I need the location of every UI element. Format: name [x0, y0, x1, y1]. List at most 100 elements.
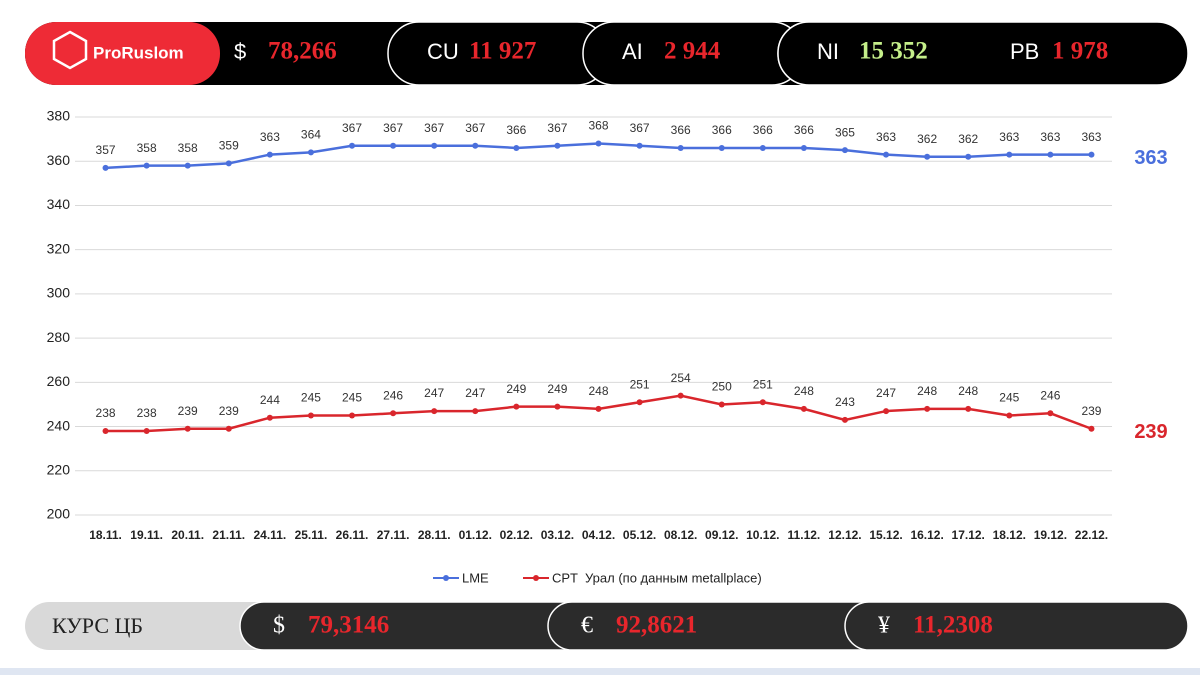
data-label: 363	[1040, 130, 1060, 144]
data-label: 243	[835, 395, 855, 409]
x-tick-label: 08.12.	[664, 528, 697, 542]
data-label: 359	[219, 139, 239, 153]
ticker-label: NI	[817, 39, 839, 64]
data-point	[513, 144, 520, 151]
data-label: 248	[917, 384, 937, 398]
x-tick-label: 12.12.	[828, 528, 861, 542]
rate-label: €	[581, 613, 593, 639]
data-label: 366	[712, 123, 732, 137]
data-point	[759, 144, 766, 151]
data-point	[636, 142, 643, 149]
data-point	[800, 144, 807, 151]
data-label: 247	[424, 386, 444, 400]
data-point	[307, 149, 314, 156]
data-label: 239	[219, 404, 239, 418]
data-label: 247	[465, 386, 485, 400]
data-label: 367	[465, 121, 485, 135]
data-label: 250	[712, 380, 732, 394]
data-label: 362	[917, 132, 937, 146]
x-tick-label: 10.12.	[746, 528, 779, 542]
data-point	[965, 153, 972, 160]
rate-segment	[239, 601, 601, 651]
x-tick-label: 19.11.	[130, 528, 163, 542]
data-point	[143, 427, 150, 434]
x-tick-label: 26.11.	[336, 528, 369, 542]
data-point	[554, 142, 561, 149]
y-tick-label: 200	[47, 506, 71, 522]
data-point	[143, 162, 150, 169]
end-label: 363	[1134, 147, 1167, 169]
ticker-label: CU	[427, 39, 459, 64]
rate-value: 11,2308	[913, 612, 993, 639]
data-label: 367	[342, 121, 362, 135]
data-label: 244	[260, 393, 280, 407]
x-tick-label: 22.12.	[1075, 528, 1108, 542]
data-point	[1006, 412, 1013, 419]
legend-marker	[533, 575, 539, 581]
data-point	[924, 153, 931, 160]
data-label: 245	[342, 391, 362, 405]
x-tick-label: 16.12.	[910, 528, 943, 542]
x-tick-label: 01.12.	[459, 528, 492, 542]
data-label: 248	[588, 384, 608, 398]
rate-label: $	[273, 613, 285, 639]
data-label: 246	[1040, 388, 1060, 402]
data-label: 254	[671, 371, 691, 385]
rate-value: 92,8621	[616, 612, 697, 639]
data-label: 367	[424, 121, 444, 135]
data-point	[800, 405, 807, 412]
data-point	[554, 403, 561, 410]
data-point	[225, 160, 232, 167]
data-label: 238	[137, 406, 157, 420]
x-tick-label: 21.11.	[212, 528, 245, 542]
data-label: 358	[137, 141, 157, 155]
data-label: 249	[506, 382, 526, 396]
data-label: 365	[835, 125, 855, 139]
x-tick-label: 17.12.	[952, 528, 985, 542]
data-point	[595, 140, 602, 147]
logo-text: ProRuslom	[93, 43, 184, 62]
x-tick-label: 09.12.	[705, 528, 738, 542]
ticker-label: AI	[622, 39, 643, 64]
data-label: 238	[96, 406, 116, 420]
data-point	[759, 399, 766, 406]
ticker-segment	[777, 21, 1189, 86]
x-tick-label: 11.12.	[788, 528, 821, 542]
y-tick-label: 220	[47, 461, 71, 477]
ticker-label: $	[234, 39, 246, 64]
data-label: 367	[630, 121, 650, 135]
data-point	[266, 151, 273, 158]
data-point	[225, 425, 232, 432]
data-label: 366	[753, 123, 773, 137]
data-point	[102, 164, 109, 171]
bottom-stripe	[0, 668, 1200, 675]
data-point	[677, 392, 684, 399]
data-point	[349, 142, 356, 149]
data-point	[472, 142, 479, 149]
data-label: 239	[1081, 404, 1101, 418]
data-point	[390, 142, 397, 149]
data-point	[472, 408, 479, 415]
data-point	[841, 416, 848, 423]
end-label: 239	[1134, 421, 1167, 443]
data-point	[102, 427, 109, 434]
data-label: 366	[506, 123, 526, 137]
ticker-value: 11 927	[469, 38, 536, 65]
data-point	[431, 408, 438, 415]
data-point	[1088, 425, 1095, 432]
x-tick-label: 27.11.	[377, 528, 410, 542]
data-label: 358	[178, 141, 198, 155]
x-tick-label: 05.12.	[623, 528, 656, 542]
rate-segment	[844, 601, 1189, 651]
data-label: 367	[383, 121, 403, 135]
data-label: 364	[301, 128, 321, 142]
y-tick-label: 360	[47, 152, 71, 168]
data-point	[1088, 151, 1095, 158]
x-tick-label: 18.11.	[89, 528, 122, 542]
data-point	[883, 408, 890, 415]
data-label: 363	[876, 130, 896, 144]
x-tick-label: 15.12.	[869, 528, 902, 542]
data-point	[636, 399, 643, 406]
data-label: 363	[1081, 130, 1101, 144]
